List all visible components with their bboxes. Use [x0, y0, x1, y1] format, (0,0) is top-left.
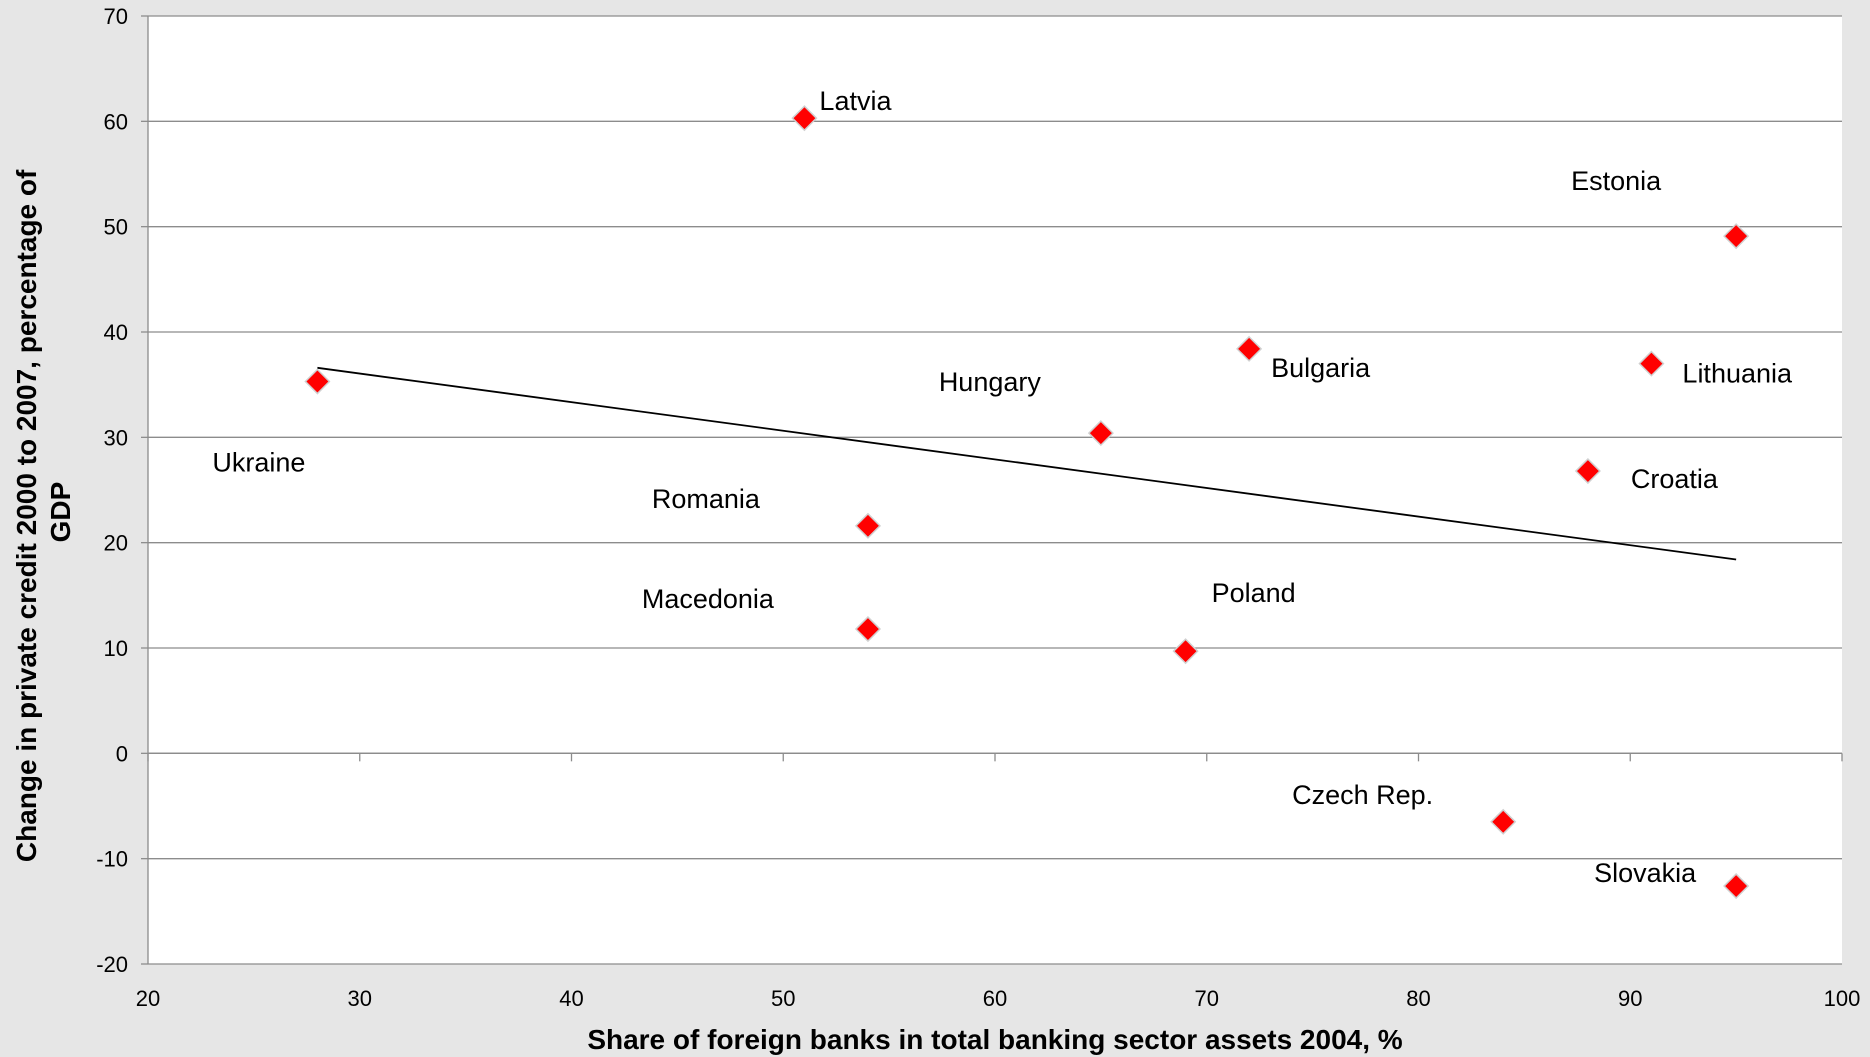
y-tick-label: 70: [104, 4, 128, 29]
y-tick-label: 20: [104, 531, 128, 556]
data-point-label: Lithuania: [1682, 359, 1793, 389]
data-point-marker: [1087, 420, 1114, 447]
x-tick-label: 100: [1824, 986, 1861, 1011]
data-point-marker: [1236, 335, 1263, 362]
data-point-label: Poland: [1212, 578, 1296, 608]
data-point-marker: [1723, 872, 1750, 900]
data-point-marker: [854, 512, 882, 539]
y-tick-label: -20: [96, 952, 128, 977]
data-point-label: Romania: [652, 484, 761, 514]
x-tick-label: 50: [771, 986, 795, 1011]
x-tick-label: 40: [559, 986, 583, 1011]
x-tick-label: 60: [983, 986, 1007, 1011]
data-point-marker: [304, 368, 331, 395]
data-point-marker: [1638, 350, 1665, 377]
y-axis-title-line-1: Change in private credit 2000 to 2007, p…: [11, 169, 42, 862]
y-tick-label: 50: [104, 215, 128, 240]
data-point-marker: [1574, 457, 1601, 485]
plot-area: [148, 16, 1842, 964]
y-tick-label: 30: [104, 425, 128, 450]
data-point-label: Bulgaria: [1271, 353, 1371, 383]
y-tick-label: 40: [104, 320, 128, 345]
axes: -20 -10 0 10 20 30 40 50 60 70 20 30 40 50 60 70 80 90 100: [96, 4, 1860, 1011]
data-point-marker: [1723, 223, 1750, 250]
y-tick-label: 10: [104, 636, 128, 661]
trendline-group: [317, 366, 1737, 561]
data-point-label: Croatia: [1631, 464, 1719, 494]
y-axis-title: Change in private credit 2000 to 2007, p…: [11, 162, 76, 862]
x-tick-label: 80: [1406, 986, 1430, 1011]
data-point-label: Latvia: [819, 86, 892, 116]
x-axis-title: Share of foreign banks in total banking …: [587, 1024, 1402, 1055]
data-point-marker: [1172, 638, 1199, 665]
x-tick-label: 20: [136, 986, 160, 1011]
data-point-label: Slovakia: [1594, 858, 1697, 888]
y-tick-label: 0: [116, 741, 128, 766]
data-point-label: Macedonia: [642, 584, 775, 614]
data-point-label: Ukraine: [212, 448, 305, 478]
data-points: Latvia Estonia Bulgaria Lithuania Ukraine Hun…: [212, 86, 1793, 900]
x-tick-label: 30: [348, 986, 372, 1011]
data-point-label: Czech Rep.: [1292, 780, 1433, 810]
data-point-marker: [1490, 808, 1517, 835]
data-point-label: Estonia: [1571, 166, 1662, 196]
x-tick-label: 90: [1618, 986, 1642, 1011]
y-axis-title-line-2: GDP: [45, 482, 76, 543]
x-tick-label: 70: [1195, 986, 1219, 1011]
data-point-label: Hungary: [939, 367, 1042, 397]
trendline: [317, 366, 1737, 561]
y-tick-label: -10: [96, 847, 128, 872]
data-point-marker: [791, 105, 818, 132]
y-tick-label: 60: [104, 109, 128, 134]
data-point-marker: [854, 615, 882, 643]
